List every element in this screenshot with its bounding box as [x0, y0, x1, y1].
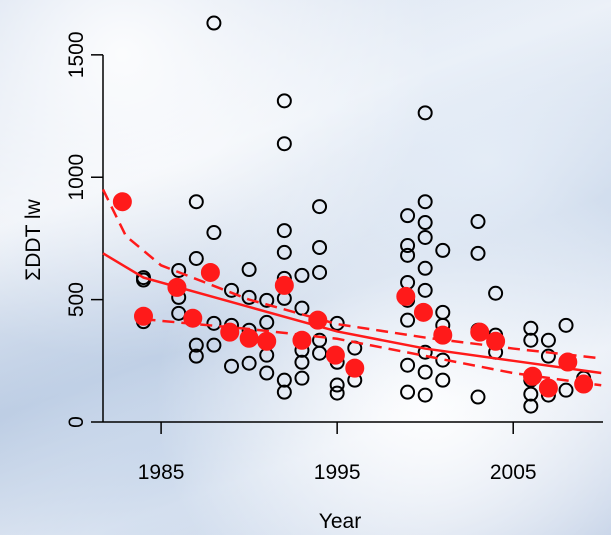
data-point	[558, 382, 574, 398]
mean-point	[325, 345, 345, 365]
y-axis-label: ΣDDT lw	[22, 198, 45, 280]
data-point	[400, 247, 416, 263]
y-tick-label: 0	[65, 416, 88, 428]
data-point	[312, 345, 328, 361]
data-point	[417, 344, 433, 360]
data-point	[188, 348, 204, 364]
data-point	[276, 372, 292, 388]
confidence-line	[143, 317, 602, 387]
data-point	[400, 384, 416, 400]
data-point	[276, 223, 292, 239]
x-tick-label: 1985	[138, 461, 185, 484]
data-point	[206, 225, 222, 241]
data-point	[206, 15, 222, 31]
data-point	[558, 317, 574, 333]
data-point	[312, 264, 328, 280]
data-point	[470, 245, 486, 261]
data-point	[470, 214, 486, 230]
data-point	[540, 348, 556, 364]
data-point	[276, 136, 292, 152]
mean-point	[396, 286, 416, 306]
data-point	[400, 312, 416, 328]
data-point	[294, 354, 310, 370]
data-point	[435, 242, 451, 258]
data-point	[241, 355, 257, 371]
data-point	[241, 289, 257, 305]
data-point	[523, 398, 539, 414]
confidence-line	[101, 188, 602, 360]
x-axis-label: Year	[319, 510, 361, 533]
x-tick-label: 1995	[314, 461, 361, 484]
data-point	[400, 238, 416, 254]
data-point	[224, 282, 240, 298]
data-point	[523, 320, 539, 336]
y-tick-label: 1000	[65, 154, 88, 201]
data-point	[400, 208, 416, 224]
y-tick-label: 1500	[65, 31, 88, 78]
data-point	[417, 229, 433, 245]
data-point	[206, 315, 222, 331]
data-point	[259, 365, 275, 381]
data-point	[241, 262, 257, 278]
data-point	[294, 267, 310, 283]
mean-point	[133, 306, 153, 326]
mean-point	[345, 358, 365, 378]
data-point	[312, 199, 328, 215]
data-point	[276, 93, 292, 109]
data-point	[417, 282, 433, 298]
mean-point	[538, 378, 558, 398]
data-point	[329, 315, 345, 331]
data-point	[417, 364, 433, 380]
data-point	[259, 292, 275, 308]
data-point	[329, 377, 345, 393]
data-point	[488, 285, 504, 301]
data-point	[470, 389, 486, 405]
data-point	[276, 244, 292, 260]
mean-point	[239, 328, 259, 348]
data-point	[294, 300, 310, 316]
data-point	[435, 304, 451, 320]
mean-point	[257, 331, 277, 351]
data-point	[400, 274, 416, 290]
data-point	[171, 305, 187, 321]
data-point	[540, 332, 556, 348]
data-point	[329, 385, 345, 401]
data-point	[259, 314, 275, 330]
mean-point	[112, 192, 132, 212]
mean-point	[470, 322, 490, 342]
data-point	[171, 262, 187, 278]
data-point	[417, 215, 433, 231]
data-point	[188, 194, 204, 210]
data-point	[400, 357, 416, 373]
data-point	[417, 194, 433, 210]
x-tick-label: 2005	[490, 461, 537, 484]
data-point	[294, 370, 310, 386]
data-point	[188, 250, 204, 266]
trend-line	[102, 252, 602, 375]
data-point	[312, 239, 328, 255]
data-point	[417, 105, 433, 121]
data-point	[188, 337, 204, 353]
data-point	[523, 386, 539, 402]
mean-point	[274, 275, 294, 295]
data-point	[523, 332, 539, 348]
mean-point	[200, 262, 220, 282]
data-point	[276, 384, 292, 400]
data-point	[224, 358, 240, 374]
mean-point	[433, 325, 453, 345]
data-point	[206, 337, 222, 353]
data-point	[435, 372, 451, 388]
data-point	[417, 387, 433, 403]
data-point	[417, 260, 433, 276]
y-tick-label: 500	[65, 282, 88, 317]
mean-point	[413, 302, 433, 322]
